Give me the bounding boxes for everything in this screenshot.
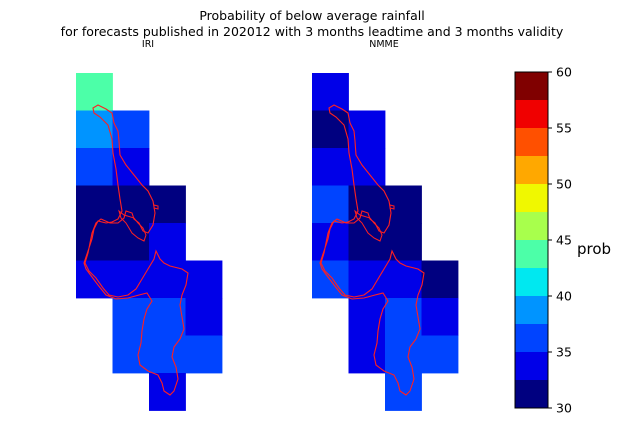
colorbar-segment xyxy=(515,156,548,184)
lake-boundary xyxy=(118,209,147,242)
colorbar-tick-label: 35 xyxy=(556,345,572,360)
colorbar-label: prob xyxy=(577,240,611,258)
heatmap-cell xyxy=(112,148,150,186)
chart-title: Probability of below average rainfall xyxy=(199,8,425,23)
colorbar-tick-label: 50 xyxy=(556,177,572,192)
colorbar-tick-label: 45 xyxy=(556,233,572,248)
colorbar-segment xyxy=(515,352,548,380)
colorbar-segment xyxy=(515,100,548,128)
colorbar-segment xyxy=(515,380,548,408)
heatmap-cell xyxy=(185,335,223,374)
heatmap-cell xyxy=(421,260,459,299)
heatmap-cell xyxy=(348,223,386,261)
heatmap-cell xyxy=(312,110,349,149)
heatmap-cell xyxy=(149,373,186,411)
heatmap-cell xyxy=(348,298,386,336)
heatmap-cell xyxy=(348,148,386,186)
heatmap-cell xyxy=(149,335,186,374)
chart-title-line-2: for forecasts published in 202012 with 3… xyxy=(60,24,564,39)
heatmap-cell xyxy=(76,110,113,149)
heatmap-cell xyxy=(112,110,150,149)
colorbar-segment xyxy=(515,296,548,324)
heatmap-cell xyxy=(348,260,386,299)
heatmap-cell xyxy=(112,298,150,336)
heatmap-cell xyxy=(385,260,422,299)
heatmap-cell xyxy=(76,148,113,186)
colorbar-segment xyxy=(515,128,548,156)
heatmap-cell xyxy=(385,373,422,411)
colorbar-segment xyxy=(515,324,548,352)
colorbar-segment xyxy=(515,268,548,296)
heatmap-cell xyxy=(312,148,349,186)
islet-boundary xyxy=(153,204,159,210)
heatmap-cell xyxy=(348,110,386,149)
colorbar-segment xyxy=(515,184,548,212)
colorbar-tick-label: 30 xyxy=(556,401,572,416)
heatmap-cell xyxy=(385,185,422,224)
lake-boundary xyxy=(354,209,383,242)
heatmap-cell xyxy=(149,260,186,299)
panel-subtitle-iri: IRI xyxy=(141,39,155,50)
colorbar-segment xyxy=(515,240,548,268)
heatmap-cell xyxy=(312,185,349,224)
heatmap-cell xyxy=(76,185,113,224)
panel-subtitle-nmme: NMME xyxy=(369,39,399,50)
heatmap-cell xyxy=(185,298,223,336)
islet-boundary xyxy=(389,204,395,210)
colorbar-tick-label: 60 xyxy=(556,65,572,80)
colorbar-tick-label: 40 xyxy=(556,289,572,304)
heatmap-cell xyxy=(76,73,113,111)
colorbar-segment xyxy=(515,212,548,240)
heatmap-cell xyxy=(112,223,150,261)
colorbar-segment xyxy=(515,72,548,100)
heatmap-cell xyxy=(421,335,459,374)
heatmap-cell xyxy=(312,73,349,111)
heatmap-cell xyxy=(112,260,150,299)
heatmap-cell xyxy=(421,298,459,336)
heatmap-cell xyxy=(385,335,422,374)
colorbar-tick-label: 55 xyxy=(556,121,572,136)
heatmap-cell xyxy=(185,260,223,299)
heatmap-cell xyxy=(149,185,186,224)
